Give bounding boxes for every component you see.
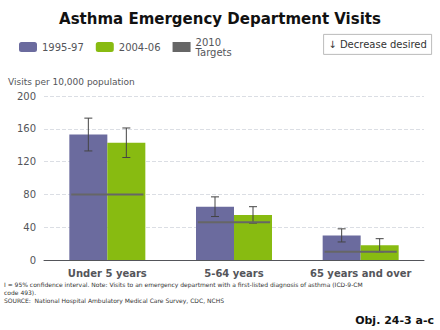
svg-text:Targets: Targets	[195, 47, 232, 58]
svg-text:↓ Decrease desired: ↓ Decrease desired	[328, 39, 427, 50]
svg-text:0: 0	[30, 255, 36, 266]
svg-text:Visits per 10,000 population: Visits per 10,000 population	[8, 77, 135, 87]
svg-text:80: 80	[23, 189, 36, 200]
svg-text:Under 5 years: Under 5 years	[68, 268, 147, 279]
svg-text:SOURCE: National Hospital Amb: SOURCE: National Hospital Ambulatory Med…	[4, 297, 224, 305]
svg-text:5-64 years: 5-64 years	[204, 268, 263, 279]
svg-text:2010: 2010	[195, 36, 221, 48]
svg-text:200: 200	[17, 91, 36, 102]
svg-text:120: 120	[17, 156, 36, 167]
svg-text:65 years and over: 65 years and over	[310, 268, 411, 279]
svg-text:160: 160	[17, 123, 36, 134]
svg-text:code 493).: code 493).	[4, 289, 36, 296]
svg-text:1995-97: 1995-97	[42, 42, 84, 53]
svg-text:I = 95% confidence interval. N: I = 95% confidence interval. Note: Visit…	[4, 281, 363, 289]
svg-text:40: 40	[23, 222, 36, 233]
svg-text:Obj. 24-3 a-c: Obj. 24-3 a-c	[355, 314, 434, 327]
svg-text:2004-06: 2004-06	[119, 42, 161, 53]
svg-text:Asthma Emergency Department Vi: Asthma Emergency Department Visits	[59, 10, 381, 28]
